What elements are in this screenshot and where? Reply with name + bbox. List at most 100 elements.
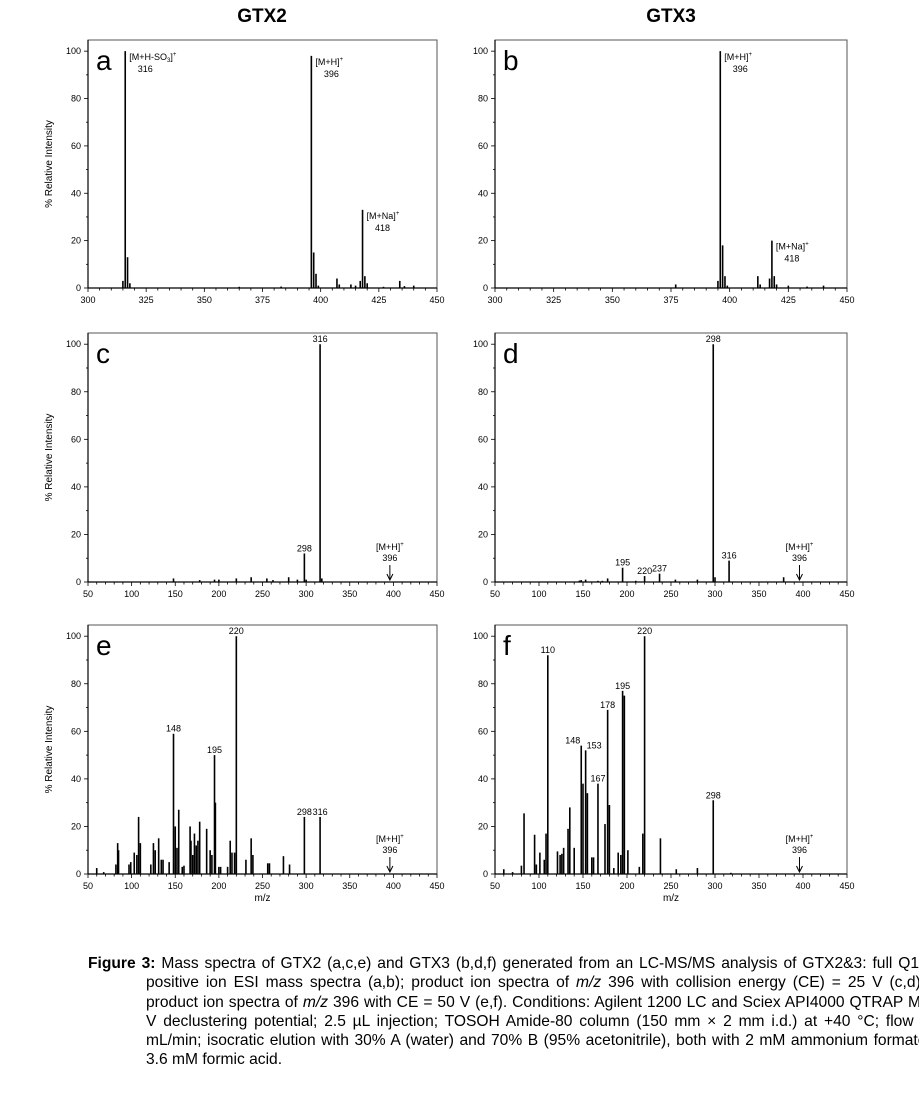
ion-superscript: + [810, 834, 814, 840]
ion-superscript: + [400, 542, 404, 548]
mz-label: 153 [587, 740, 602, 750]
mz-label: 298 [706, 790, 721, 800]
x-tick-label: 300 [80, 295, 95, 305]
y-tick-label: 20 [71, 529, 81, 539]
x-tick-label: 200 [619, 589, 634, 599]
y-tick-label: 20 [478, 821, 488, 831]
y-tick-label: 20 [478, 529, 488, 539]
column-title-gtx2: GTX2 [237, 6, 287, 27]
panel-letter: d [503, 338, 519, 369]
y-tick-label: 0 [76, 283, 81, 293]
panel-letter: c [96, 338, 110, 369]
ion-label: [M+H]+ [315, 57, 343, 67]
y-tick-label: 80 [71, 387, 81, 397]
mz-label: 148 [166, 724, 181, 734]
mz-label: 396 [733, 64, 748, 74]
x-tick-label: 400 [795, 881, 810, 891]
x-tick-label: 150 [168, 589, 183, 599]
ion-label: [M+H]+ [786, 834, 814, 844]
ion-name: [M+H [376, 834, 398, 844]
x-axis-label: m/z [254, 893, 270, 904]
x-tick-label: 325 [139, 295, 154, 305]
x-tick-label: 325 [546, 295, 561, 305]
y-axis-label: % Relative Intensity [44, 120, 55, 208]
caption-part: 396 with CE = 50 V (e,f). Conditions: Ag… [146, 993, 919, 1069]
x-tick-label: 150 [575, 881, 590, 891]
ion-superscript: + [400, 834, 404, 840]
mz-label: 195 [615, 558, 630, 568]
x-axis-label: m/z [663, 893, 679, 904]
x-tick-label: 150 [168, 881, 183, 891]
y-tick-label: 80 [478, 94, 488, 104]
x-tick-label: 300 [299, 589, 314, 599]
x-tick-label: 150 [575, 589, 590, 599]
x-tick-label: 300 [299, 881, 314, 891]
ion-name: [M+H-SO [129, 52, 167, 62]
mz-label: 110 [541, 645, 555, 655]
ion-name: [M+H [376, 542, 398, 552]
x-tick-label: 450 [839, 589, 854, 599]
x-tick-label: 250 [663, 881, 678, 891]
y-axis-label: % Relative Intensity [44, 414, 55, 502]
y-tick-label: 40 [71, 188, 81, 198]
x-tick-label: 300 [707, 881, 722, 891]
ion-label: [M+H]+ [376, 834, 404, 844]
panel-letter: f [503, 630, 511, 661]
x-tick-label: 350 [751, 881, 766, 891]
y-tick-label: 40 [478, 188, 488, 198]
panel-c: 50 100 150 200 250 300 350 400 450 0 20 40 60 80 100 % … [44, 332, 445, 599]
x-tick-label: 425 [371, 295, 386, 305]
panel-d: 50 100 150 200 250 300 350 400 450 0 20 40 60 80 100 d 1… [473, 332, 855, 599]
x-tick-label: 50 [83, 881, 93, 891]
y-tick-label: 0 [483, 283, 488, 293]
y-tick-label: 40 [71, 482, 81, 492]
ion-name: [M+H [724, 52, 746, 62]
y-tick-label: 0 [76, 869, 81, 879]
arrow-down-icon [386, 865, 394, 874]
caption-italic: m/z [302, 993, 328, 1011]
mz-label: 220 [637, 626, 652, 636]
y-tick-label: 100 [66, 339, 81, 349]
panel-e: 50 100 150 200 250 300 350 400 450 0 20 40 60 80 100 % … [44, 624, 445, 904]
ion-superscript: + [173, 52, 177, 58]
ion-label: [M+H]+ [724, 52, 752, 62]
ion-label: [M+Na]+ [367, 211, 400, 221]
y-tick-label: 20 [71, 821, 81, 831]
y-tick-label: 60 [478, 726, 488, 736]
x-tick-label: 300 [707, 589, 722, 599]
ion-bracket: ] [170, 52, 173, 62]
ion-superscript: + [396, 211, 400, 217]
ion-name: [M+Na [367, 211, 394, 221]
x-tick-label: 350 [605, 295, 620, 305]
x-tick-label: 350 [342, 589, 357, 599]
y-tick-label: 60 [71, 141, 81, 151]
mz-label: 316 [722, 551, 737, 561]
mz-label: 418 [375, 223, 390, 233]
ion-bracket: ] [393, 211, 396, 221]
ion-superscript: + [805, 242, 809, 248]
x-tick-label: 400 [795, 589, 810, 599]
y-tick-label: 100 [473, 46, 488, 56]
arrow-down-icon [796, 573, 803, 582]
x-tick-label: 400 [313, 295, 328, 305]
ion-name: [M+H [315, 57, 337, 67]
caption-text: Mass spectra of GTX2 (a,c,e) and GTX3 (b… [146, 955, 919, 1068]
x-tick-label: 450 [839, 295, 854, 305]
caption-italic: m/z [576, 974, 602, 992]
ion-bracket: ] [746, 52, 749, 62]
panel-letter: b [503, 45, 519, 76]
y-tick-label: 40 [478, 774, 488, 784]
x-tick-label: 50 [490, 881, 500, 891]
y-tick-label: 40 [71, 774, 81, 784]
x-tick-label: 450 [429, 295, 444, 305]
x-tick-label: 350 [751, 589, 766, 599]
y-tick-label: 20 [71, 236, 81, 246]
mz-label: 195 [207, 745, 222, 755]
ion-bracket: ] [398, 834, 401, 844]
x-tick-label: 100 [531, 881, 546, 891]
panel-a: 300 325 350 375 400 425 450 0 20 40 60 80 100 % Relat… [44, 39, 445, 305]
x-tick-label: 200 [619, 881, 634, 891]
mz-label: 316 [138, 64, 153, 74]
mz-label: 316 [313, 334, 328, 344]
